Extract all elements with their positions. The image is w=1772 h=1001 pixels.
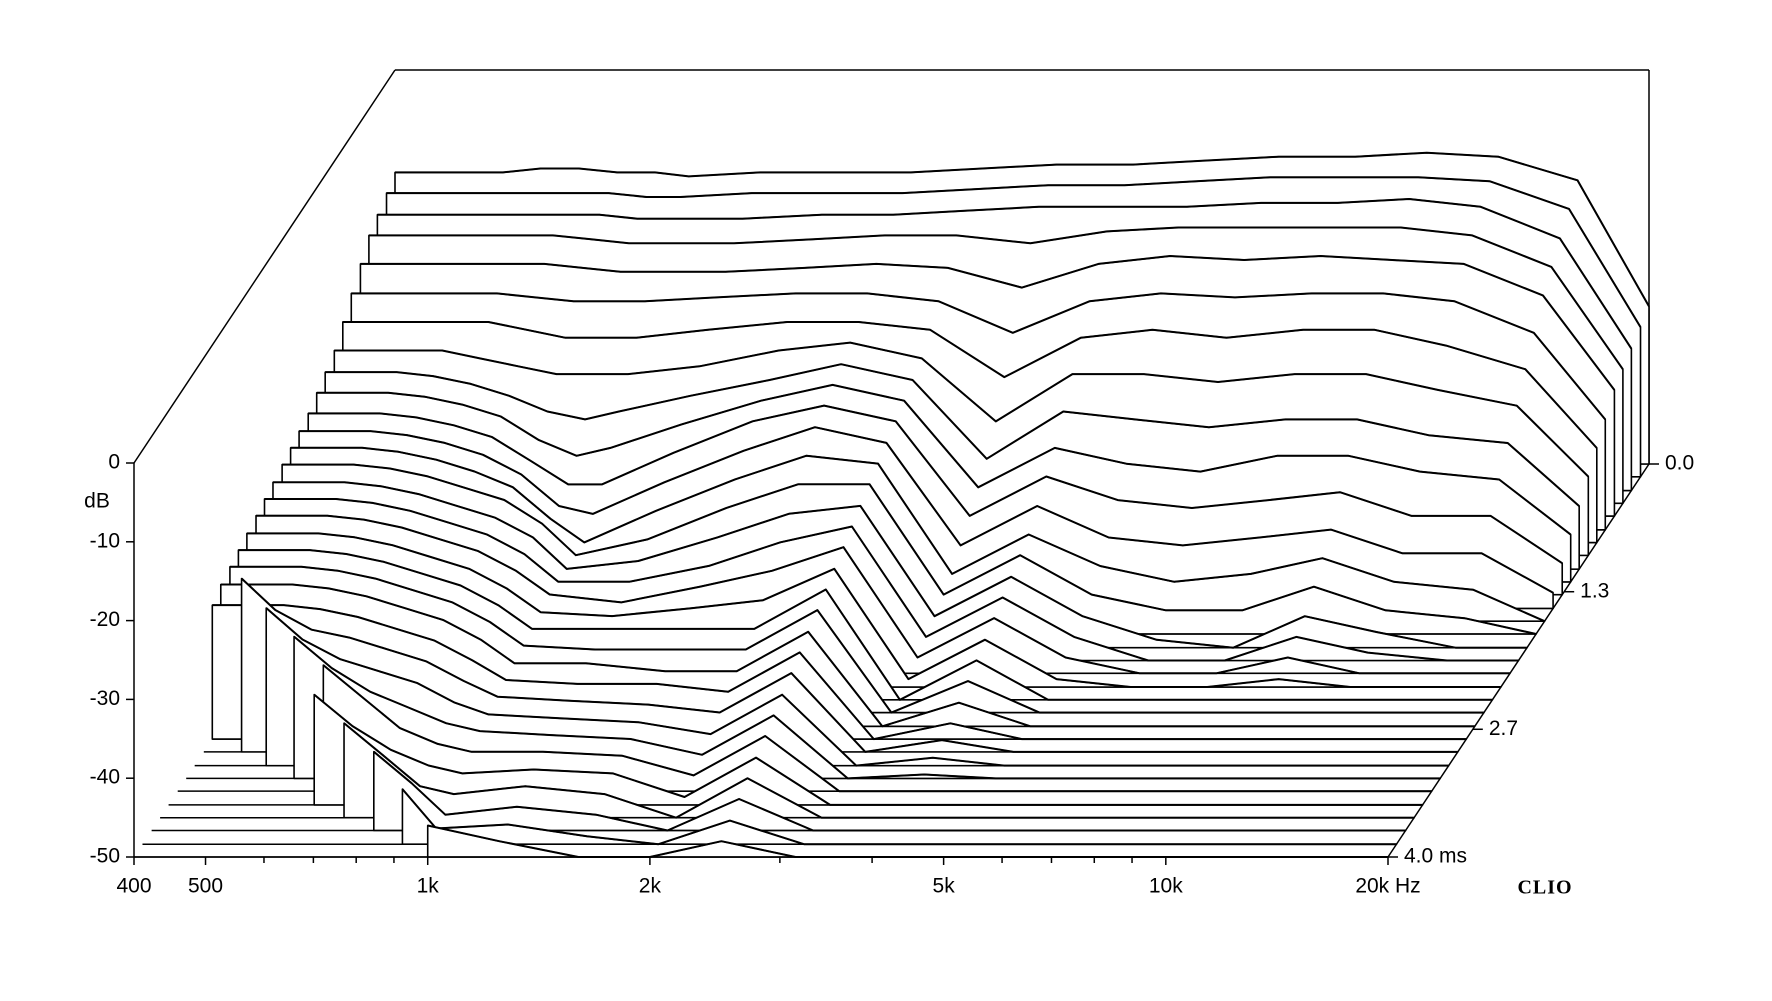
slice-curve (308, 404, 1563, 565)
slice-curve (342, 321, 1598, 449)
x-tick-label: 2k (639, 875, 662, 898)
x-tick-label: 10k (1149, 875, 1183, 898)
slice-curve (293, 635, 1441, 780)
y-tick-label: -30 (90, 687, 120, 710)
slice-curve (401, 788, 1397, 846)
slice-curve (351, 292, 1607, 421)
y-tick-label: -10 (90, 529, 120, 552)
slice-curve (264, 498, 1519, 662)
z-tick-label: 4.0 ms (1404, 845, 1467, 868)
slice-curve (325, 363, 1580, 507)
z-tick-label: 1.3 (1580, 579, 1609, 602)
slice-curve (238, 549, 1493, 701)
slice-curve (334, 341, 1590, 478)
slice-curve (360, 255, 1616, 391)
y-axis-label: dB (84, 490, 110, 513)
slice-curve (377, 198, 1633, 350)
slice-curve (343, 722, 1415, 819)
slice-curve (220, 583, 1475, 728)
z-tick-label: 2.7 (1489, 717, 1518, 740)
slice-curve (316, 383, 1572, 536)
z-tick-label: 0.0 (1665, 452, 1694, 475)
watermark: CLIO (1517, 877, 1572, 899)
axes: 0 -10 -20 -30 -40 -50 400 500 1k 2k 5k 10k 20k Hz 0.0… (90, 451, 1695, 898)
slice-curve (299, 426, 1554, 594)
y-tick-label: -20 (90, 608, 120, 631)
y-tick-label: -50 (90, 845, 120, 868)
slice-curve (290, 446, 1546, 623)
axis-line (133, 69, 396, 464)
slice-curve (229, 565, 1484, 714)
x-tick-label: 500 (188, 875, 223, 898)
slice-curve (256, 514, 1510, 675)
slice-curve (368, 226, 1624, 370)
x-tick-label: 1k (417, 875, 440, 898)
slice-curve (265, 607, 1449, 767)
y-tick-label: 0 (108, 451, 120, 474)
slices (134, 151, 1650, 858)
x-tick-label: 5k (933, 875, 956, 898)
y-tick-label: -40 (90, 766, 120, 789)
slice-curve (313, 693, 1423, 806)
x-tick-label: 400 (116, 875, 151, 898)
slice-curve (395, 151, 1650, 307)
x-tick-label: 20k Hz (1355, 875, 1420, 898)
slice-curve (282, 463, 1537, 635)
slice-curve (240, 577, 1458, 753)
slice-curve (322, 664, 1432, 793)
slice-curve (212, 604, 1467, 741)
slice-curve (386, 176, 1642, 328)
slice-curve (273, 481, 1527, 649)
slice-curve (246, 532, 1501, 688)
slice-curve (373, 750, 1406, 832)
